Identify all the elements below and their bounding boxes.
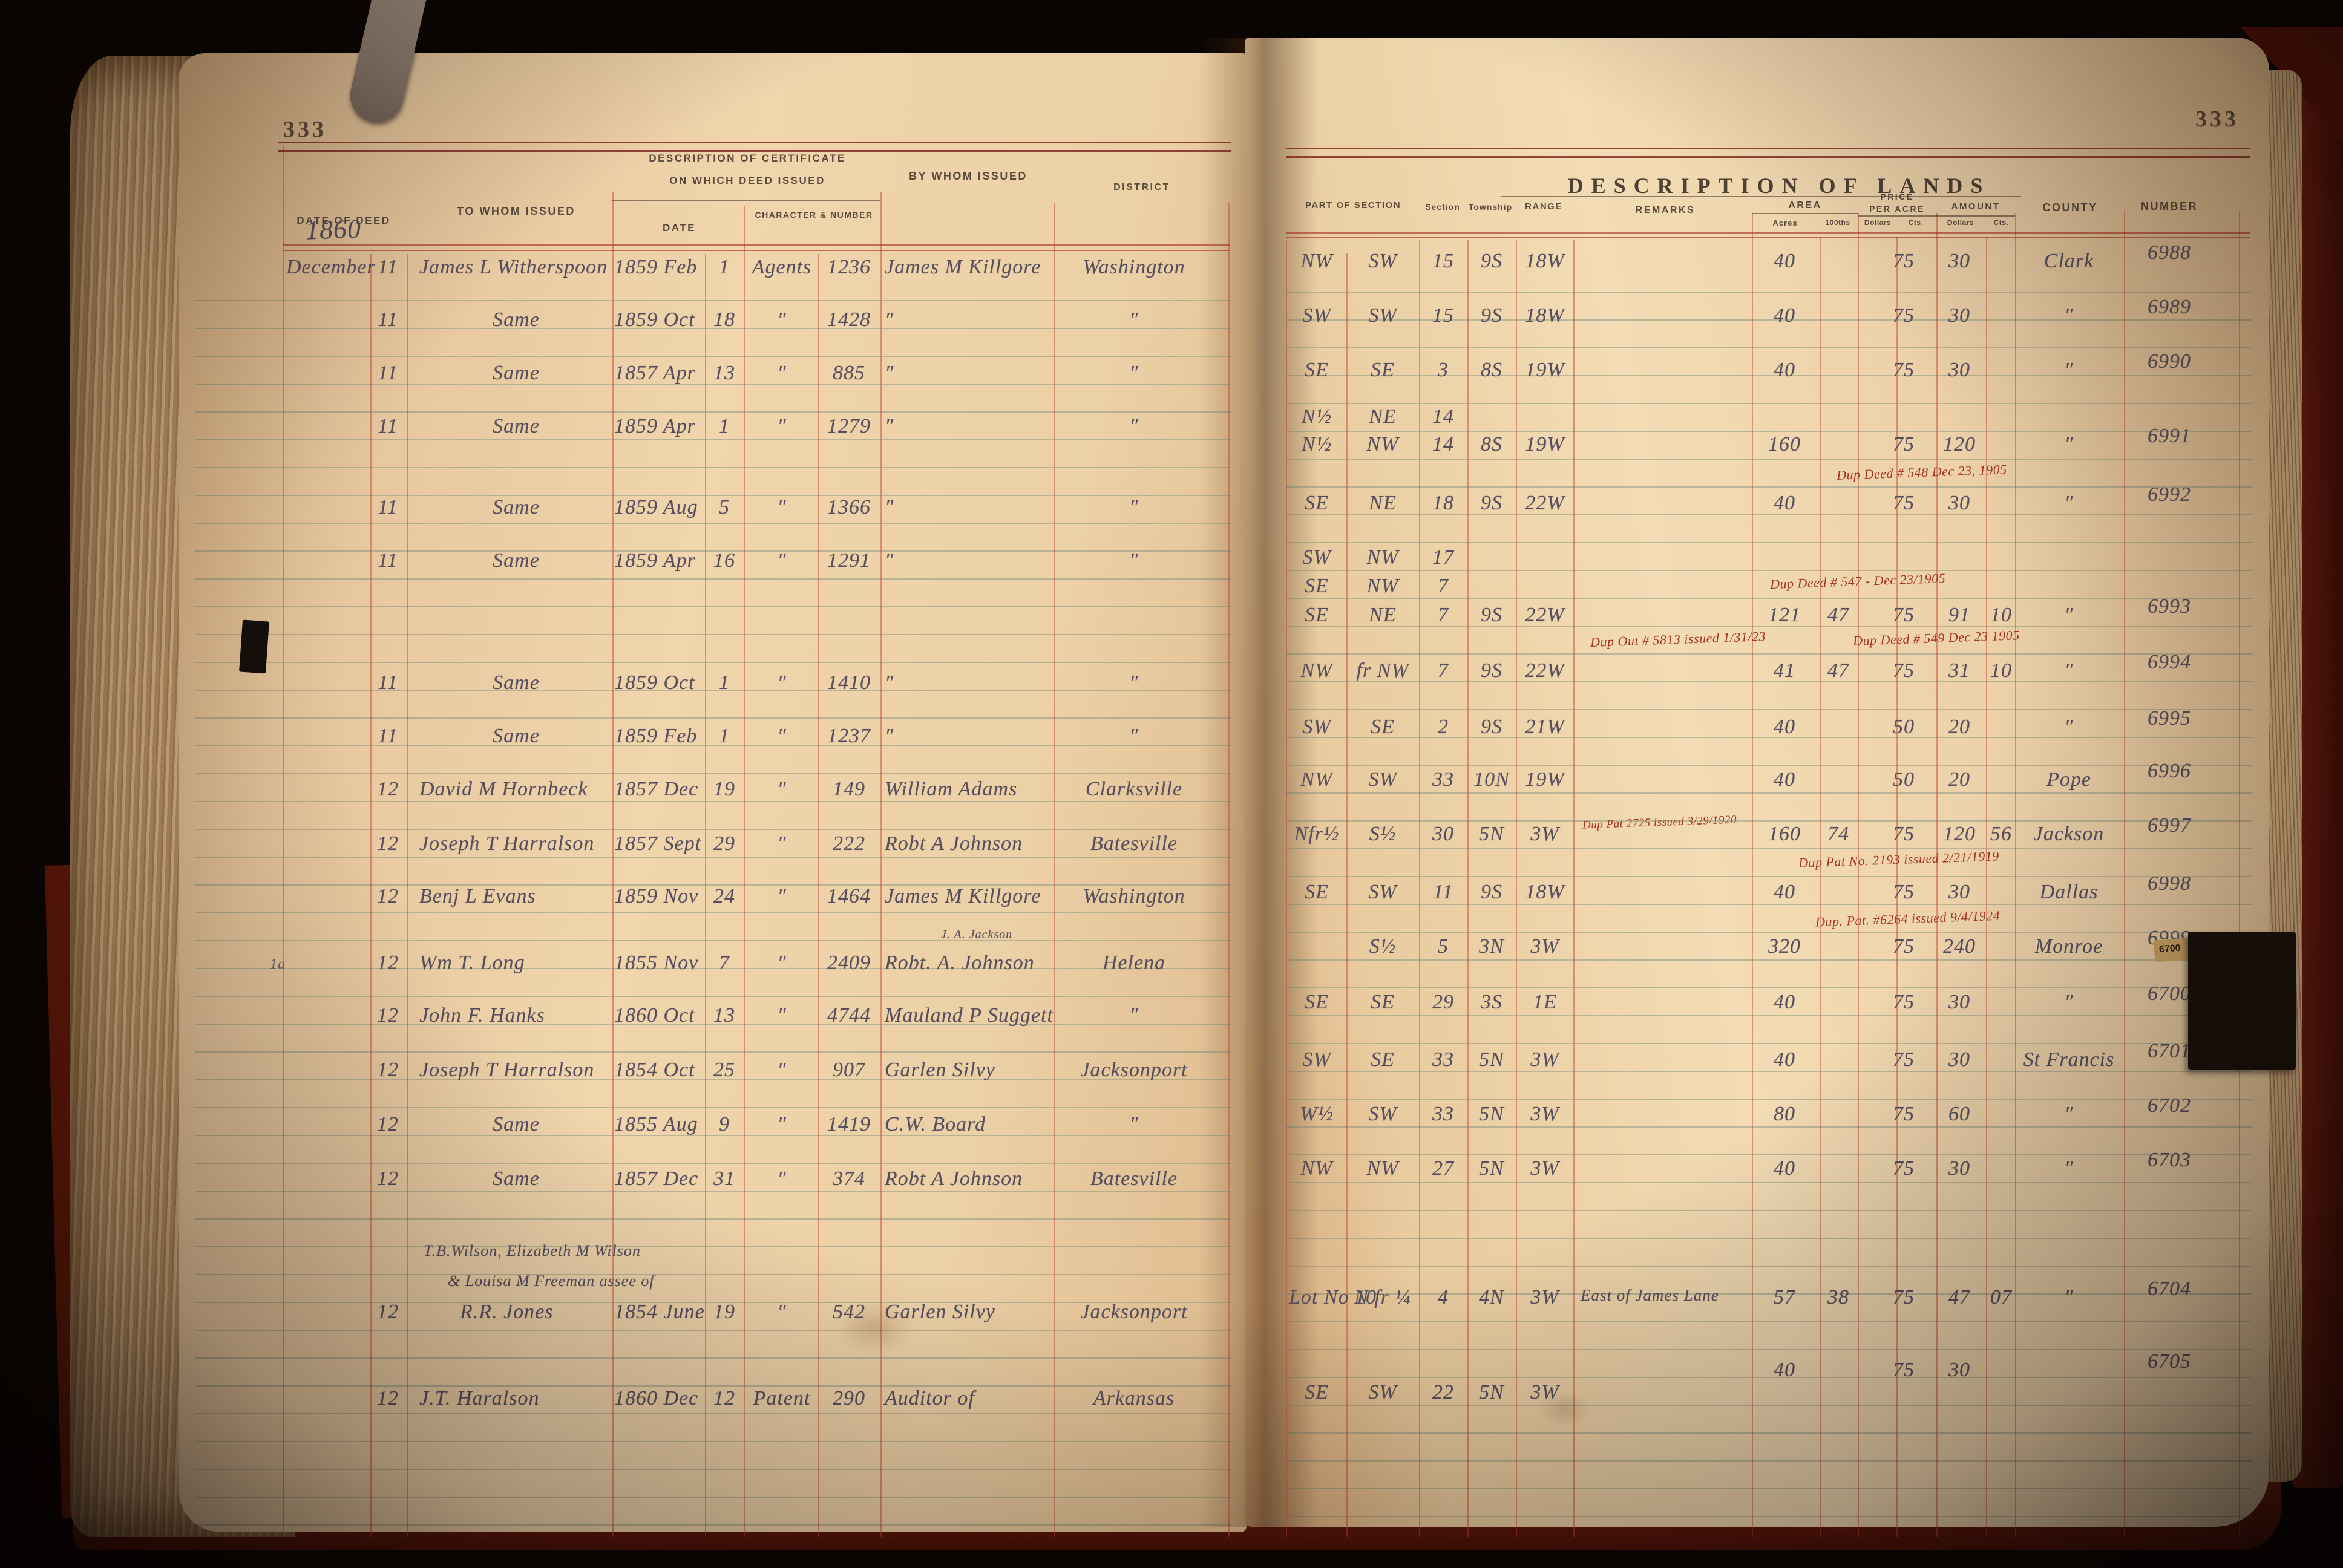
- index-tab-label: 6700: [2158, 942, 2181, 955]
- red-ink-note: Dup Deed # 548 Dec 23, 1905: [1836, 462, 2008, 483]
- red-ink-note: Dup Pat 2725 issued 3/29/1920: [1582, 813, 1737, 832]
- page-stain: [1537, 1391, 1591, 1428]
- page-clip-left: [239, 619, 269, 674]
- red-ink-note: Dup Pat No. 2193 issued 2/21/1919: [1798, 848, 2000, 871]
- index-tab: [2188, 932, 2296, 1070]
- red-ink-note: Dup Deed # 549 Dec 23 1905: [1852, 627, 2020, 648]
- red-ink-note: Dup Out # 5813 issued 1/31/23: [1590, 628, 1766, 650]
- red-ink-note: Dup Deed # 547 - Dec 23/1905: [1769, 570, 1946, 592]
- page-stain: [835, 1301, 914, 1355]
- red-ink-note: Dup. Pat. #6264 issued 9/4/1924: [1815, 907, 2001, 930]
- margin-note: 1a: [270, 956, 286, 972]
